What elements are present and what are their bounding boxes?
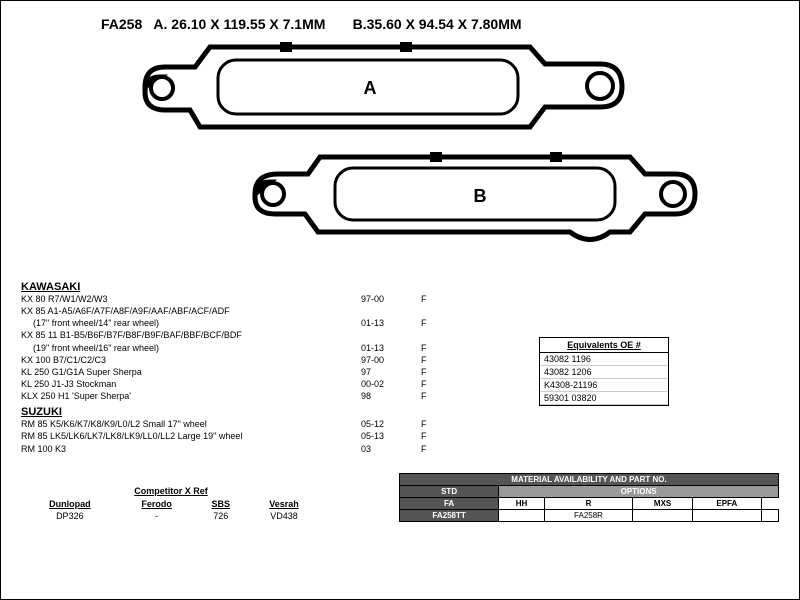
std-label: STD: [400, 485, 499, 497]
competitor-xref: Competitor X Ref DunlopadFerodoSBSVesrah…: [21, 486, 321, 522]
pad-a-label: A: [364, 78, 377, 98]
fitment-years: 01-13: [361, 342, 421, 354]
fitment-years: 03: [361, 443, 421, 455]
fitment-model: KX 100 B7/C1/C2/C3: [21, 354, 361, 366]
fitment-position: F: [421, 366, 451, 378]
fitment-model: KX 80 R7/W1/W2/W3: [21, 293, 361, 305]
fitment-model: (19" front wheel/16" rear wheel): [21, 342, 361, 354]
material-title: MATERIAL AVAILABILITY AND PART NO.: [400, 473, 779, 485]
fitment-years: 98: [361, 390, 421, 402]
header-dimensions: FA258 A. 26.10 X 119.55 X 7.1MM B.35.60 …: [101, 16, 779, 32]
xref-column: Vesrah: [247, 498, 321, 510]
part-number: FA258: [101, 16, 142, 32]
xref-column: Ferodo: [119, 498, 195, 510]
material-option-header: MXS: [633, 497, 693, 509]
fitment-row: KLX 250 H1 'Super Sherpa'98F: [21, 390, 501, 402]
fitment-row: KX 85 A1-A5/A6F/A7F/A8F/A9F/AAF/ABF/ACF/…: [21, 305, 501, 317]
fitment-years: [361, 305, 421, 317]
xref-title: Competitor X Ref: [21, 486, 321, 496]
fitment-model: (17" front wheel/14" rear wheel): [21, 317, 361, 329]
fitment-position: [421, 329, 451, 341]
pad-b-label: B: [474, 186, 487, 206]
fitment-years: 97-00: [361, 354, 421, 366]
fitment-position: F: [421, 390, 451, 402]
fitment-model: RM 85 LK5/LK6/LK7/LK8/LK9/LL0/LL2 Large …: [21, 430, 361, 442]
fitment-position: F: [421, 443, 451, 455]
fitment-years: 97-00: [361, 293, 421, 305]
fitment-position: F: [421, 378, 451, 390]
xref-value: 726: [195, 510, 247, 522]
fitment-list: KAWASAKIKX 80 R7/W1/W2/W397-00FKX 85 A1-…: [21, 277, 501, 455]
fitment-model: KL 250 G1/G1A Super Sherpa: [21, 366, 361, 378]
fitment-position: F: [421, 342, 451, 354]
fitment-row: KX 100 B7/C1/C2/C397-00F: [21, 354, 501, 366]
oe-number: 43082 1206: [540, 366, 668, 379]
fitment-row: KL 250 G1/G1A Super Sherpa97F: [21, 366, 501, 378]
material-availability-table: MATERIAL AVAILABILITY AND PART NO. STD O…: [399, 473, 779, 522]
material-fa-label: FA: [400, 497, 499, 509]
fitment-model: KX 85 A1-A5/A6F/A7F/A8F/A9F/AAF/ABF/ACF/…: [21, 305, 361, 317]
fitment-row: RM 100 K303F: [21, 443, 501, 455]
fitment-model: KLX 250 H1 'Super Sherpa': [21, 390, 361, 402]
pad-a-shape: A: [145, 42, 622, 127]
material-cell: [499, 509, 545, 521]
fitment-years: 00-02: [361, 378, 421, 390]
material-option-header: HH: [499, 497, 545, 509]
xref-column: SBS: [195, 498, 247, 510]
material-option-header: EPFA: [693, 497, 762, 509]
oe-number: 43082 1196: [540, 353, 668, 366]
fitment-row: (17" front wheel/14" rear wheel)01-13F: [21, 317, 501, 329]
material-cell: [693, 509, 762, 521]
oe-title: Equivalents OE #: [540, 338, 668, 353]
fitment-row: KX 85 11 B1-B5/B6F/B7F/B8F/B9F/BAF/BBF/B…: [21, 329, 501, 341]
material-cell: FA258TT: [400, 509, 499, 521]
brake-pad-diagram: A B: [90, 42, 710, 262]
fitment-position: F: [421, 317, 451, 329]
material-cell: [761, 509, 778, 521]
fitment-position: [421, 305, 451, 317]
fitment-years: 05-13: [361, 430, 421, 442]
fitment-row: KX 80 R7/W1/W2/W397-00F: [21, 293, 501, 305]
material-cell: [633, 509, 693, 521]
fitment-model: KX 85 11 B1-B5/B6F/B7F/B8F/B9F/BAF/BBF/B…: [21, 329, 361, 341]
material-cell: FA258R: [544, 509, 632, 521]
xref-value: DP326: [21, 510, 119, 522]
fitment-years: 97: [361, 366, 421, 378]
fitment-years: 05-12: [361, 418, 421, 430]
fitment-years: [361, 329, 421, 341]
fitment-position: F: [421, 418, 451, 430]
fitment-position: F: [421, 293, 451, 305]
fitment-position: F: [421, 430, 451, 442]
dimension-b: B.35.60 X 94.54 X 7.80MM: [353, 16, 522, 32]
fitment-position: F: [421, 354, 451, 366]
brand-header: SUZUKI: [21, 406, 501, 418]
fitment-row: KL 250 J1-J3 Stockman00-02F: [21, 378, 501, 390]
options-label: OPTIONS: [499, 485, 779, 497]
dimension-a: A. 26.10 X 119.55 X 7.1MM: [153, 16, 325, 32]
xref-value: VD438: [247, 510, 321, 522]
fitment-model: RM 85 K5/K6/K7/K8/K9/L0/L2 Small 17" whe…: [21, 418, 361, 430]
fitment-row: RM 85 LK5/LK6/LK7/LK8/LK9/LL0/LL2 Large …: [21, 430, 501, 442]
xref-value: -: [119, 510, 195, 522]
oe-number: 59301 03820: [540, 392, 668, 405]
fitment-model: KL 250 J1-J3 Stockman: [21, 378, 361, 390]
fitment-row: RM 85 K5/K6/K7/K8/K9/L0/L2 Small 17" whe…: [21, 418, 501, 430]
fitment-row: (19" front wheel/16" rear wheel)01-13F: [21, 342, 501, 354]
pad-b-shape: B: [255, 152, 695, 240]
brand-header: KAWASAKI: [21, 281, 501, 293]
xref-column: Dunlopad: [21, 498, 119, 510]
oe-equivalents-table: Equivalents OE # 43082 119643082 1206K43…: [539, 337, 669, 406]
fitment-years: 01-13: [361, 317, 421, 329]
fitment-model: RM 100 K3: [21, 443, 361, 455]
material-option-header: R: [544, 497, 632, 509]
oe-number: K4308-21196: [540, 379, 668, 392]
